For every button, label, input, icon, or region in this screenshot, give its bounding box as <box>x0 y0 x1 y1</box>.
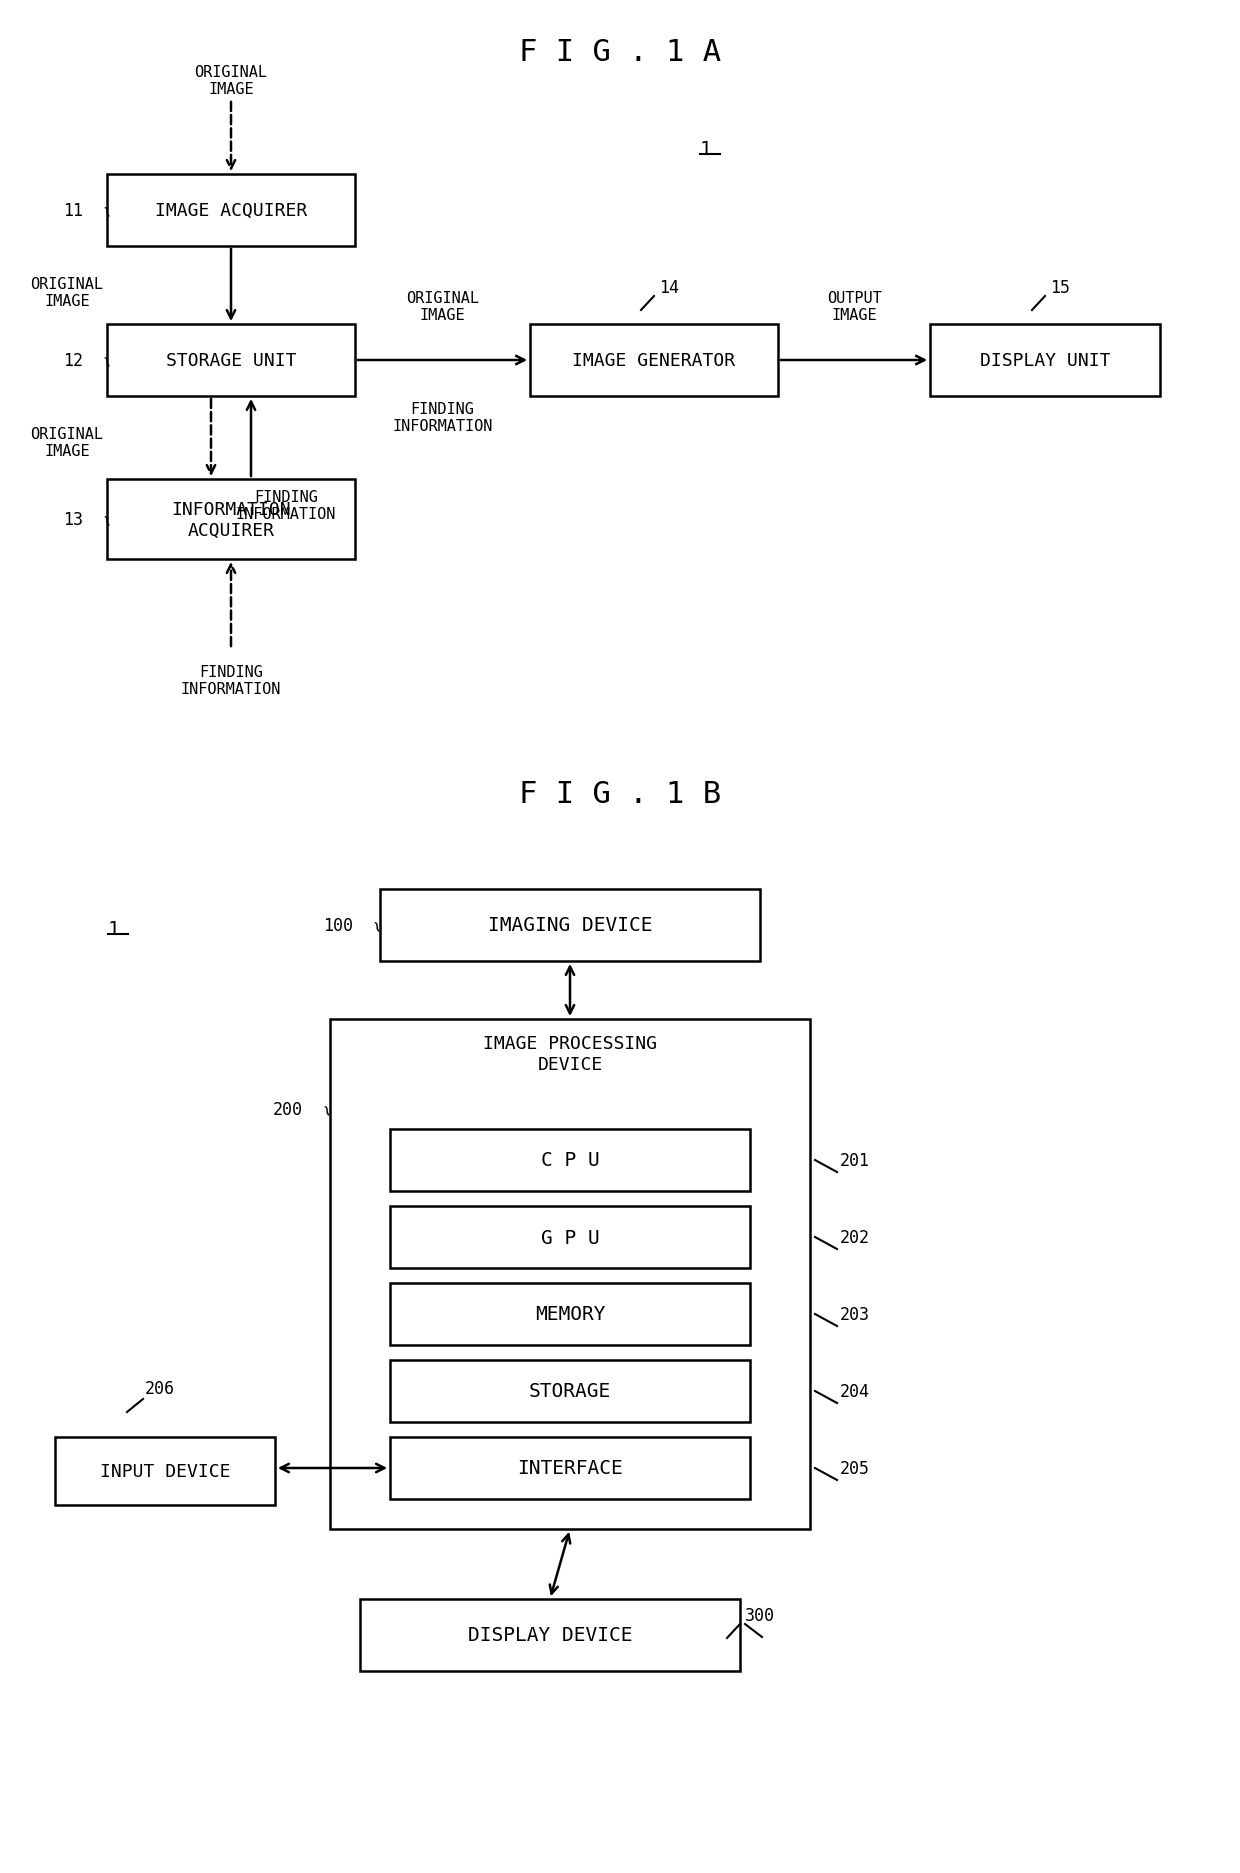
Text: 100: 100 <box>322 916 353 935</box>
Text: 15: 15 <box>1050 279 1070 296</box>
Text: C P U: C P U <box>541 1150 599 1171</box>
Text: 1: 1 <box>108 920 120 938</box>
Bar <box>107 324 355 397</box>
Text: IMAGE GENERATOR: IMAGE GENERATOR <box>573 352 735 369</box>
Text: ORIGINAL
IMAGE: ORIGINAL IMAGE <box>195 66 268 97</box>
Text: 200: 200 <box>273 1101 303 1118</box>
Text: OUTPUT
IMAGE: OUTPUT IMAGE <box>827 290 882 322</box>
Text: ~: ~ <box>94 202 115 219</box>
Bar <box>930 324 1159 397</box>
Bar <box>107 174 355 247</box>
Bar <box>391 1206 750 1268</box>
Text: IMAGE PROCESSING
DEVICE: IMAGE PROCESSING DEVICE <box>484 1034 657 1073</box>
Text: 206: 206 <box>145 1379 175 1397</box>
Bar <box>529 324 777 397</box>
Text: STORAGE UNIT: STORAGE UNIT <box>166 352 296 369</box>
Bar <box>391 1437 750 1498</box>
Text: 300: 300 <box>745 1607 775 1624</box>
Bar <box>330 1019 810 1528</box>
Text: DISPLAY UNIT: DISPLAY UNIT <box>980 352 1110 369</box>
Text: FINDING
INFORMATION: FINDING INFORMATION <box>181 665 281 697</box>
Text: FINDING
INFORMATION: FINDING INFORMATION <box>392 403 492 435</box>
Text: FINDING
INFORMATION: FINDING INFORMATION <box>236 489 336 523</box>
Bar <box>391 1283 750 1345</box>
Text: 205: 205 <box>839 1459 870 1478</box>
Text: STORAGE: STORAGE <box>529 1382 611 1401</box>
Text: F I G . 1 A: F I G . 1 A <box>518 37 722 67</box>
Text: G P U: G P U <box>541 1229 599 1247</box>
Text: DISPLAY DEVICE: DISPLAY DEVICE <box>467 1626 632 1644</box>
Bar <box>391 1129 750 1191</box>
Text: 13: 13 <box>63 511 83 528</box>
Text: ~: ~ <box>94 352 115 369</box>
Text: 11: 11 <box>63 202 83 219</box>
Bar <box>379 890 760 961</box>
Text: ~: ~ <box>94 511 115 528</box>
Text: ORIGINAL
IMAGE: ORIGINAL IMAGE <box>31 277 103 309</box>
Text: IMAGE ACQUIRER: IMAGE ACQUIRER <box>155 202 308 219</box>
Text: F I G . 1 B: F I G . 1 B <box>518 779 722 809</box>
Text: ORIGINAL
IMAGE: ORIGINAL IMAGE <box>405 290 479 322</box>
Text: ~: ~ <box>314 1101 336 1118</box>
Bar <box>391 1360 750 1422</box>
Text: 201: 201 <box>839 1152 870 1169</box>
Text: 12: 12 <box>63 352 83 369</box>
Text: ORIGINAL
IMAGE: ORIGINAL IMAGE <box>31 427 103 459</box>
Text: 1: 1 <box>701 140 712 159</box>
Bar <box>107 479 355 560</box>
Text: 14: 14 <box>658 279 680 296</box>
Text: INPUT DEVICE: INPUT DEVICE <box>99 1463 231 1480</box>
Text: INFORMATION
ACQUIRER: INFORMATION ACQUIRER <box>171 500 291 539</box>
Text: MEMORY: MEMORY <box>534 1305 605 1324</box>
Text: 204: 204 <box>839 1382 870 1401</box>
Text: ~: ~ <box>365 916 386 935</box>
Bar <box>360 1600 740 1671</box>
Text: INTERFACE: INTERFACE <box>517 1459 622 1478</box>
Text: 202: 202 <box>839 1229 870 1246</box>
Bar <box>55 1437 275 1506</box>
Text: IMAGING DEVICE: IMAGING DEVICE <box>487 916 652 935</box>
Text: 203: 203 <box>839 1305 870 1324</box>
